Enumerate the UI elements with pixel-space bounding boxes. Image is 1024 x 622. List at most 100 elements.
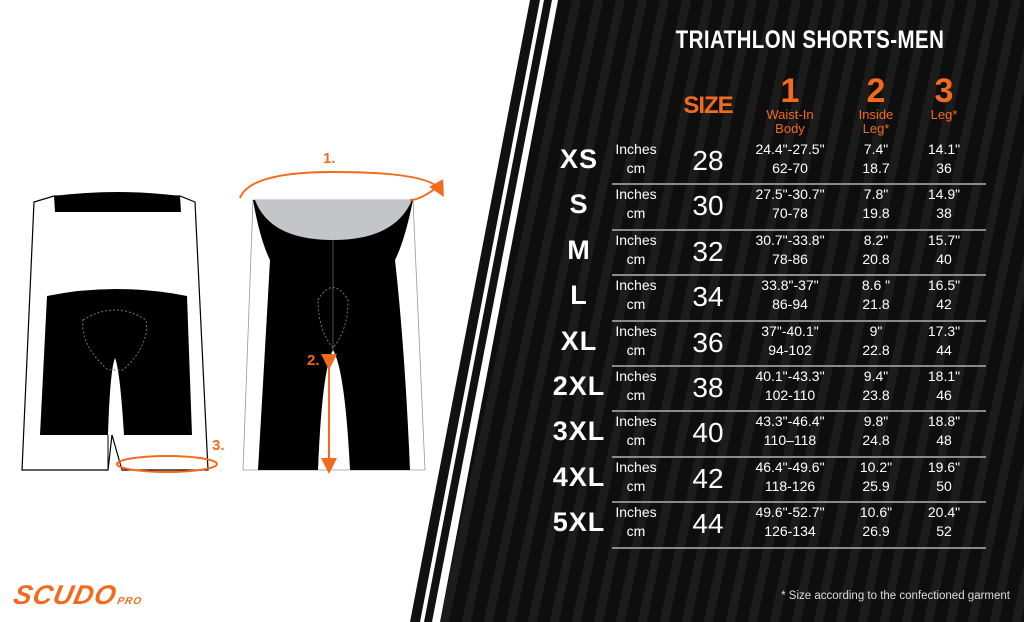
leg-inches: 20.4" bbox=[927, 504, 961, 521]
size-number: 30 bbox=[692, 190, 724, 222]
unit-inches: Inches bbox=[615, 413, 657, 430]
inside-leg-cm: 22.8 bbox=[862, 341, 890, 358]
inside-leg-cell: 8.6 " 21.8 bbox=[846, 276, 906, 314]
leg-cell: 14.1" 36 bbox=[914, 140, 974, 178]
inside-leg-cell: 10.2" 25.9 bbox=[846, 458, 906, 496]
row-divider bbox=[612, 410, 986, 413]
waist-cm: 86-94 bbox=[772, 296, 808, 313]
leg-cm: 42 bbox=[936, 296, 952, 313]
unit-inches: Inches bbox=[615, 141, 657, 157]
leg-cell: 20.4" 52 bbox=[914, 503, 974, 541]
waist-inches: 27.5"-30.7" bbox=[755, 186, 825, 203]
unit-inches: Inches bbox=[615, 231, 657, 248]
leg-inches: 15.7" bbox=[927, 231, 961, 248]
brand-logo: SCUDOPRO bbox=[11, 580, 147, 611]
row-divider bbox=[612, 319, 986, 322]
table-row: XS Inches cm 28 24.4"-27.5" 62-70 7.4" 18.7 14.1… bbox=[540, 140, 1000, 185]
size-label: L bbox=[570, 280, 588, 311]
leg-cell: 16.5" 42 bbox=[914, 276, 974, 314]
size-label: 2XL bbox=[552, 371, 606, 401]
inside-leg-inches: 8.6 " bbox=[861, 277, 891, 294]
row-divider bbox=[612, 455, 986, 458]
leg-measure-label: 3. bbox=[212, 437, 225, 454]
inside-leg-cell: 10.6" 26.9 bbox=[846, 503, 906, 541]
inside-leg-cm: 20.8 bbox=[862, 250, 890, 267]
waist-inches: 40.1"-43.3" bbox=[755, 368, 825, 384]
waist-cell: 30.7"-33.8" 78-86 bbox=[740, 231, 840, 269]
leg-inches: 14.9" bbox=[927, 186, 961, 203]
waist-measure-label: 1. bbox=[323, 150, 336, 167]
waist-cell: 46.4"-49.6" 118-126 bbox=[740, 458, 840, 496]
leg-cm: 38 bbox=[936, 205, 952, 222]
inside-leg-cell: 9.4" 23.8 bbox=[846, 367, 906, 405]
inside-leg-cell: 7.8" 19.8 bbox=[846, 185, 906, 223]
size-label: XL bbox=[560, 325, 598, 356]
leg-inches: 19.6" bbox=[927, 458, 961, 475]
column-header-inside-leg: 2 Inside Leg* bbox=[846, 74, 906, 136]
waist-inches: 43.3"-46.4" bbox=[755, 413, 825, 430]
inside-leg-cm: 18.7 bbox=[862, 160, 890, 176]
column-label: Leg* bbox=[930, 107, 958, 122]
leg-cell: 14.9" 38 bbox=[914, 185, 974, 223]
leg-cm: 40 bbox=[936, 250, 952, 267]
unit-labels: Inches cm bbox=[610, 503, 662, 541]
unit-cm: cm bbox=[626, 341, 646, 358]
waist-inches: 49.6"-52.7" bbox=[755, 504, 825, 521]
inside-leg-cm: 21.8 bbox=[862, 296, 890, 313]
chart-title: TRIATHLON SHORTS-MEN bbox=[675, 26, 945, 54]
waist-cell: 43.3"-46.4" 110–118 bbox=[740, 412, 840, 450]
unit-labels: Inches cm bbox=[610, 231, 662, 269]
row-divider bbox=[612, 183, 986, 186]
size-number: 44 bbox=[692, 508, 724, 540]
waist-measure-arrow bbox=[239, 170, 444, 199]
column-label: Inside Leg* bbox=[858, 107, 894, 136]
leg-cell: 19.6" 50 bbox=[914, 458, 974, 496]
size-label: XS bbox=[559, 144, 599, 174]
logo-suffix: PRO bbox=[116, 596, 144, 607]
unit-labels: Inches cm bbox=[610, 458, 662, 496]
footnote: * Size according to the confectioned gar… bbox=[781, 590, 1010, 602]
table-row: S Inches cm 30 27.5"-30.7" 70-78 7.8" 19.8 14.9"… bbox=[540, 185, 1000, 230]
leg-cm: 44 bbox=[936, 341, 952, 358]
inside-leg-cm: 26.9 bbox=[862, 523, 890, 540]
inside-leg-inches: 10.6" bbox=[859, 504, 893, 521]
inside-leg-cell: 7.4" 18.7 bbox=[846, 140, 906, 178]
size-label: 3XL bbox=[552, 416, 606, 447]
inside-leg-inches: 7.8" bbox=[863, 186, 889, 203]
waist-cm: 70-78 bbox=[772, 205, 808, 222]
shorts-back-drawing bbox=[21, 192, 209, 471]
size-label: 5XL bbox=[552, 507, 606, 538]
size-number: 40 bbox=[692, 417, 724, 449]
row-divider bbox=[612, 546, 986, 549]
unit-cm: cm bbox=[626, 432, 646, 449]
waist-cell: 40.1"-43.3" 102-110 bbox=[740, 367, 840, 405]
row-divider bbox=[612, 365, 986, 367]
unit-cm: cm bbox=[626, 387, 646, 403]
waist-cell: 49.6"-52.7" 126-134 bbox=[740, 503, 840, 541]
unit-cm: cm bbox=[626, 296, 646, 313]
inside-leg-measure-label: 2. bbox=[307, 352, 320, 369]
waist-inches: 30.7"-33.8" bbox=[755, 231, 825, 248]
unit-inches: Inches bbox=[615, 277, 657, 294]
leg-inches: 18.1" bbox=[927, 368, 961, 384]
waist-cm: 62-70 bbox=[772, 160, 808, 176]
leg-inches: 16.5" bbox=[927, 277, 961, 294]
waist-cm: 78-86 bbox=[772, 250, 808, 267]
logo-brand: SCUDO bbox=[10, 580, 120, 610]
leg-inches: 18.8" bbox=[927, 413, 961, 430]
unit-labels: Inches cm bbox=[610, 185, 662, 223]
inside-leg-inches: 9.4" bbox=[863, 368, 889, 384]
row-divider bbox=[612, 501, 986, 504]
table-row: 2XL Inches cm 38 40.1"-43.3" 102-110 9.4" 23.8 1… bbox=[540, 367, 1000, 412]
waist-cell: 37"-40.1" 94-102 bbox=[740, 322, 840, 360]
leg-cell: 17.3" 44 bbox=[914, 322, 974, 360]
edge-stripe bbox=[424, 0, 552, 622]
leg-cell: 18.8" 48 bbox=[914, 412, 974, 450]
column-header-waist: 1 Waist-In Body bbox=[750, 74, 830, 136]
unit-labels: Inches cm bbox=[610, 367, 662, 405]
size-number: 36 bbox=[692, 326, 724, 358]
inside-leg-inches: 10.2" bbox=[859, 458, 893, 475]
waist-cell: 33.8"-37" 86-94 bbox=[740, 276, 840, 314]
column-label: Waist-In Body bbox=[766, 107, 814, 136]
inside-leg-cm: 25.9 bbox=[862, 477, 890, 494]
